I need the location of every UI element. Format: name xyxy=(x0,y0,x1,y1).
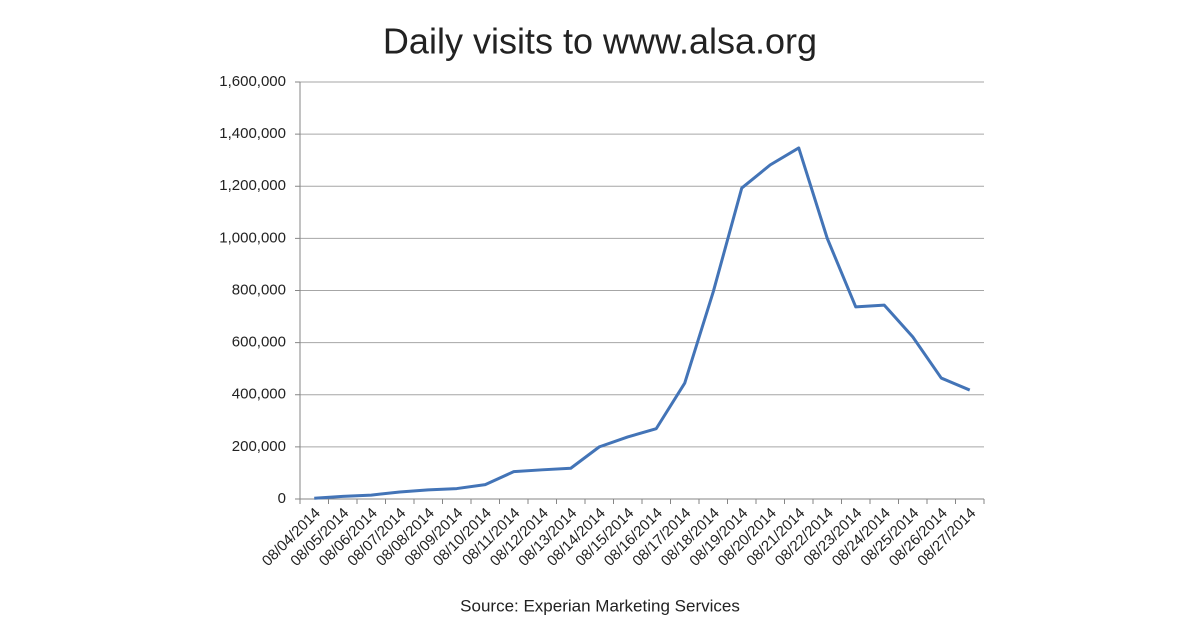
y-tick-label: 0 xyxy=(278,490,286,507)
y-tick-label: 200,000 xyxy=(232,438,286,455)
y-tick-label: 1,600,000 xyxy=(219,73,286,90)
y-tick-label: 600,000 xyxy=(232,334,286,351)
y-tick-label: 1,000,000 xyxy=(219,229,286,246)
y-tick-label: 1,200,000 xyxy=(219,177,286,194)
chart-title: Daily visits to www.alsa.org xyxy=(383,21,817,62)
source-note: Source: Experian Marketing Services xyxy=(460,596,740,615)
y-tick-label: 800,000 xyxy=(232,281,286,298)
y-tick-label: 400,000 xyxy=(232,386,286,403)
y-tick-label: 1,400,000 xyxy=(219,125,286,142)
data-line xyxy=(314,146,971,500)
